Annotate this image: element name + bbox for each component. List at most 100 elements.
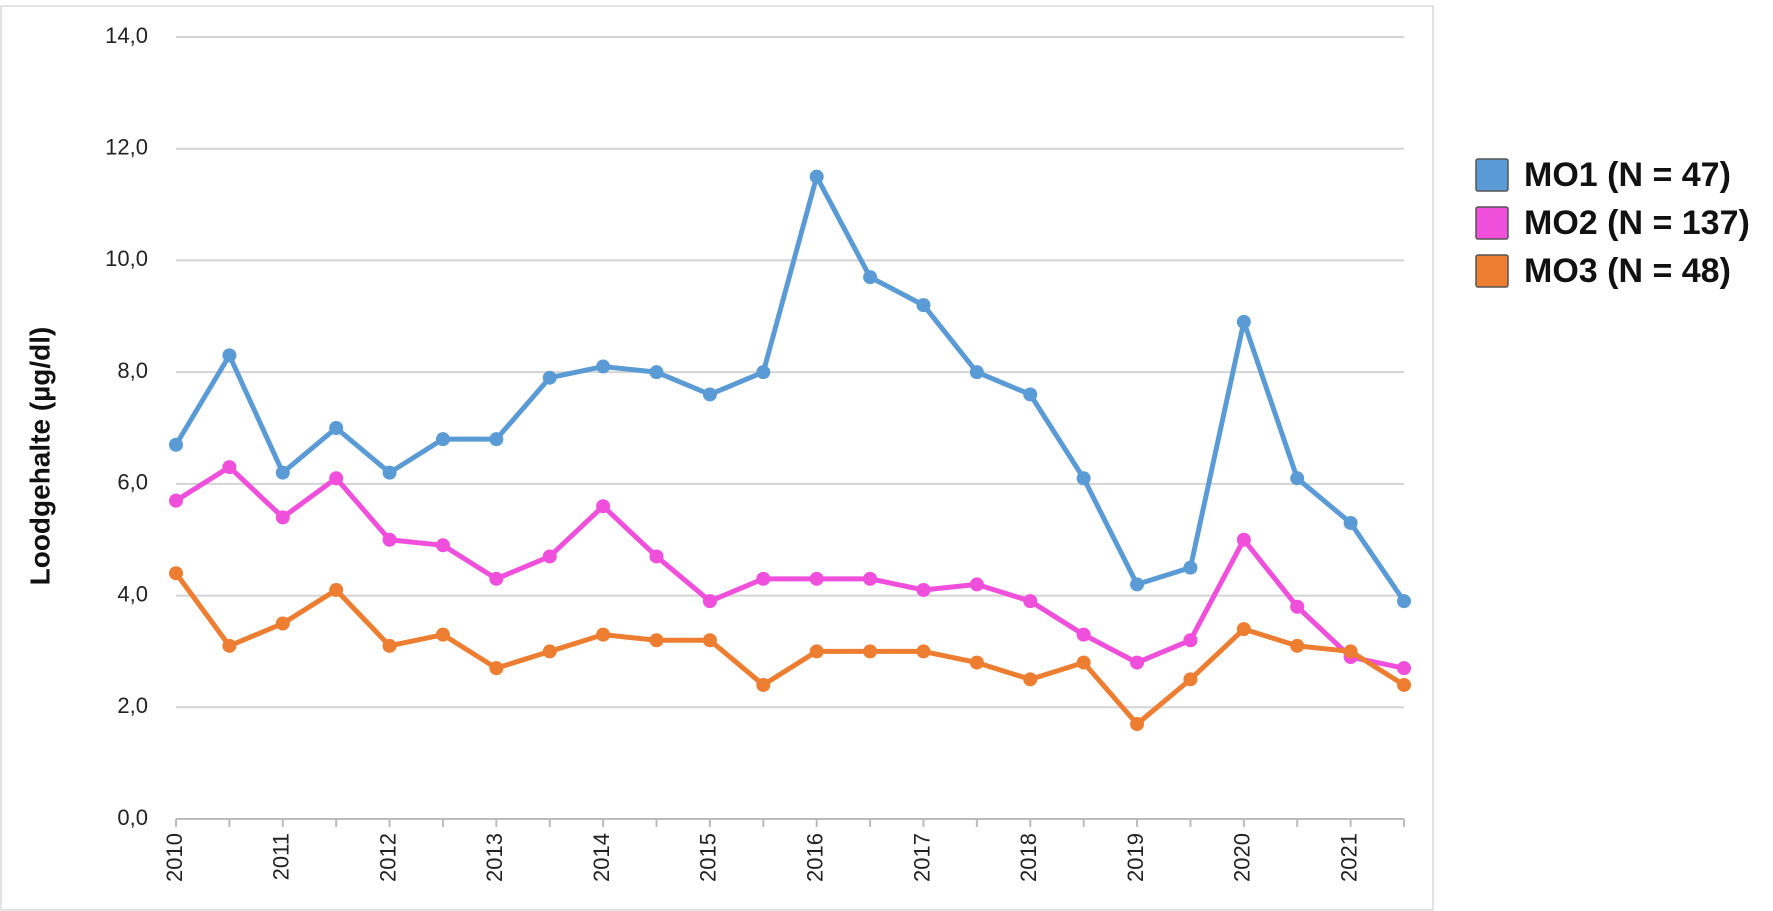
data-point [916,298,931,313]
x-tick-label: 2014 [589,833,614,882]
data-point [649,633,664,648]
data-point [863,270,878,285]
data-point [489,432,504,447]
data-point [1023,387,1038,402]
data-point [169,437,183,452]
data-point [542,549,557,564]
data-point [596,359,611,374]
data-point [435,627,450,642]
data-point [1076,471,1091,486]
data-point [542,370,557,385]
data-point [1183,672,1198,687]
x-tick-label: 2018 [1016,833,1041,882]
x-tick-label: 2016 [803,833,828,882]
data-point [222,638,237,653]
x-tick-label: 2017 [909,833,934,882]
data-point [1076,627,1091,642]
x-tick-label: 2020 [1230,833,1255,882]
data-point [169,493,183,508]
data-point [809,169,824,184]
x-tick-label: 2019 [1123,833,1148,882]
data-point [1130,717,1145,732]
data-point [435,432,450,447]
legend-swatch [1475,254,1509,288]
data-point [382,532,397,547]
x-tick-label: 2011 [269,833,294,880]
data-point [1183,633,1198,648]
data-point [809,571,824,586]
data-point [1343,644,1358,659]
data-point [596,627,611,642]
data-point [649,549,664,564]
data-point [1343,515,1358,530]
data-point [329,421,344,435]
data-point [969,365,984,380]
y-tick-label: 2,0 [117,693,148,718]
data-point [809,644,824,659]
data-point [382,638,397,653]
data-point [969,655,984,670]
data-point [1023,672,1038,687]
chart-frame [0,5,1434,911]
y-tick-label: 8,0 [117,358,148,383]
data-point [1397,661,1411,676]
y-tick-label: 14,0 [105,23,148,48]
data-point [275,510,290,525]
legend-swatch [1475,206,1509,240]
data-point [1183,560,1198,575]
data-point [1236,314,1251,329]
legend-text: MO1 (N = 47) [1524,156,1731,194]
x-tick-label: 2012 [375,833,400,882]
data-point [222,460,237,475]
series-line [173,174,1407,603]
series-line [174,464,1405,671]
legend-text: MO3 (N = 48) [1524,252,1731,290]
data-point [1236,622,1251,637]
data-point [863,644,878,659]
x-tick-label: 2013 [482,833,507,882]
data-point [489,661,504,676]
x-tick-label: 2015 [696,833,721,882]
x-tick-label: 2021 [1336,833,1361,882]
data-point [702,633,717,648]
data-point [329,582,344,597]
y-tick-label: 10,0 [105,246,148,271]
y-tick-label: 4,0 [117,581,148,606]
x-tick-label: 2010 [162,833,187,882]
data-point [756,365,771,380]
y-tick-label: 0,0 [117,805,148,830]
data-point [1076,655,1091,670]
data-point [702,387,717,402]
data-point [649,365,664,380]
y-tick-label: 12,0 [105,135,148,160]
series-line [173,571,1406,727]
data-point [702,594,717,609]
data-point [1397,594,1411,609]
data-point [1290,638,1305,653]
data-point [916,644,931,659]
data-point [222,348,237,363]
data-point [542,644,557,659]
data-point [1290,599,1305,614]
data-point [329,471,344,486]
data-point [916,582,931,597]
data-point [1130,577,1145,592]
y-tick-label: 6,0 [117,470,148,495]
data-point [169,566,183,581]
data-point [1023,594,1038,609]
data-point [275,465,290,480]
data-point [1236,532,1251,547]
data-point [756,677,771,692]
y-axis-title: Loodgehalte (µg/dl) [24,327,55,586]
data-point [969,577,984,592]
data-point [1290,471,1305,486]
data-point [382,465,397,480]
data-point [435,538,450,553]
legend-swatch [1475,158,1509,192]
data-point [863,571,878,586]
data-point [756,571,771,586]
legend-text: MO2 (N = 137) [1524,204,1750,242]
data-point [275,616,290,631]
data-point [1130,655,1145,670]
